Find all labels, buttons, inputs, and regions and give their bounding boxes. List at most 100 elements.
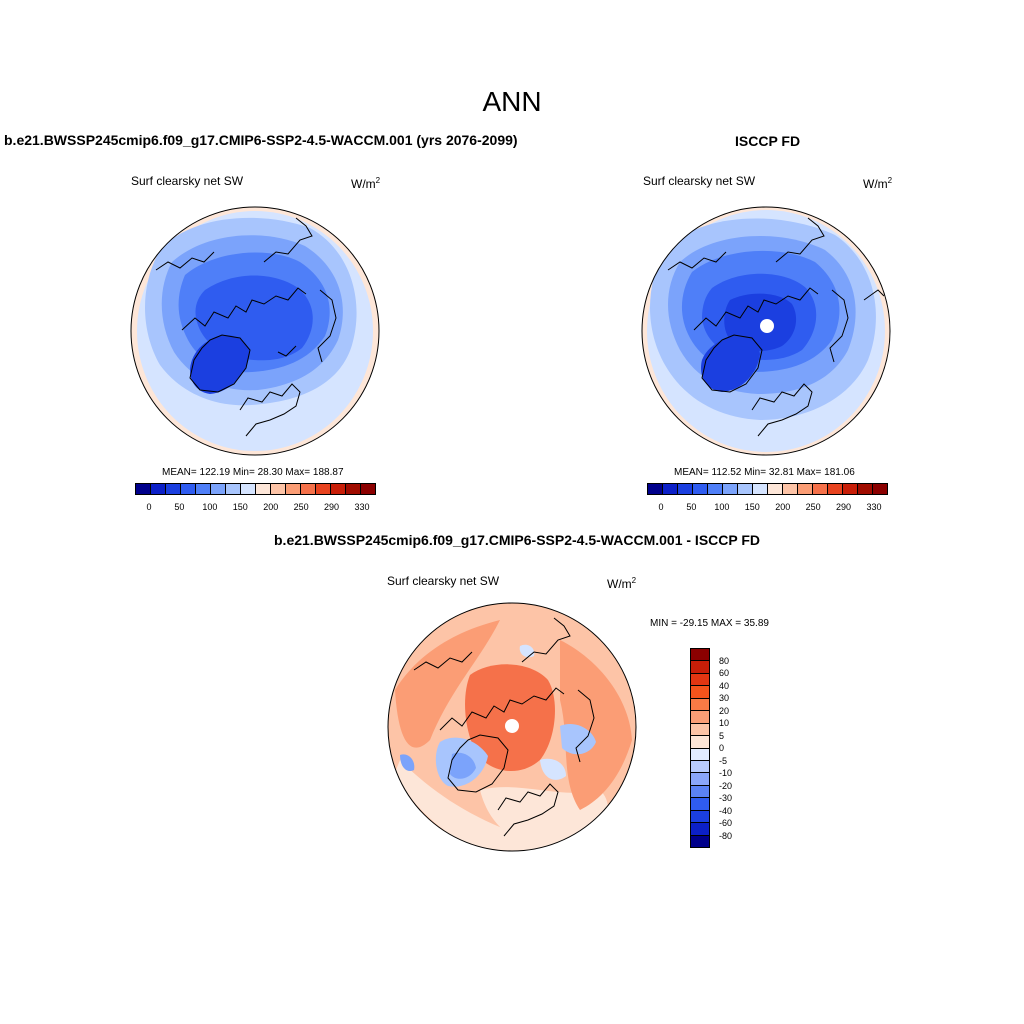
left-map-zone-d	[195, 275, 313, 361]
colorbar-tick-label: -60	[719, 818, 733, 828]
colorbar-tick-label: 40	[719, 680, 730, 691]
colorbar-swatch	[271, 484, 286, 494]
colorbar-swatch	[241, 484, 256, 494]
diff-panel-title: b.e21.BWSSP245cmip6.f09_g17.CMIP6-SSP2-4…	[274, 532, 761, 548]
colorbar-swatch	[648, 484, 663, 494]
colorbar-tick-label: -20	[719, 780, 733, 791]
left-map-zone-b	[161, 235, 343, 391]
colorbar-swatch	[723, 484, 738, 494]
colorbar-tick-label: 60	[719, 668, 730, 678]
colorbar-swatch	[166, 484, 181, 494]
diff-map-pale-south2	[480, 787, 608, 850]
left-coast-4	[263, 217, 313, 263]
left-map-ring-light	[137, 211, 373, 451]
colorbar-tick-label: 100	[714, 502, 730, 512]
colorbar-swatch	[691, 823, 709, 836]
right-colorbar	[647, 483, 888, 495]
colorbar-swatch	[753, 484, 768, 494]
right-map-ring-light	[647, 210, 885, 452]
right-map-zone-b	[668, 236, 856, 394]
diff-stats: MIN = -29.15 MAX = 35.89	[650, 618, 769, 629]
right-units-label: W/m2	[863, 176, 893, 191]
left-colorbar-labels: 0 50 100 150 200 250 290 330	[135, 502, 376, 514]
colorbar-swatch	[316, 484, 331, 494]
right-panel-title: ISCCP FD	[735, 133, 801, 149]
colorbar-swatch	[691, 835, 709, 847]
left-map-warm-patch	[131, 340, 162, 430]
diff-map-center	[465, 664, 555, 772]
colorbar-swatch	[691, 736, 709, 749]
colorbar-swatch	[196, 484, 211, 494]
colorbar-swatch	[873, 484, 887, 494]
left-map-ring-outer	[131, 207, 379, 455]
right-map-core	[724, 293, 797, 351]
colorbar-swatch	[256, 484, 271, 494]
left-variable-label: Surf clearsky net SW	[131, 174, 244, 188]
colorbar-swatch	[691, 798, 709, 811]
colorbar-swatch	[858, 484, 873, 494]
colorbar-swatch	[691, 773, 709, 786]
right-coast-3	[751, 383, 813, 437]
colorbar-swatch	[286, 484, 301, 494]
left-stats: MEAN= 122.19 Min= 28.30 Max= 188.87	[162, 467, 344, 478]
colorbar-swatch	[691, 711, 709, 724]
left-coast-5	[155, 251, 215, 271]
colorbar-swatch	[691, 748, 709, 761]
right-coast-5	[667, 251, 727, 271]
diff-map-blue-5	[400, 754, 415, 772]
left-coast-2	[189, 334, 251, 393]
colorbar-swatch	[708, 484, 723, 494]
colorbar-swatch	[691, 673, 709, 687]
colorbar-tick-label: 100	[202, 502, 218, 512]
diff-map-orange-west	[395, 620, 500, 748]
diff-map-blue-2	[450, 752, 476, 779]
colorbar-tick-label: 0	[719, 743, 725, 753]
figure-title: ANN	[482, 86, 542, 117]
diff-map-border	[387, 602, 637, 852]
diff-variable-label: Surf clearsky net SW	[387, 574, 500, 588]
diff-map-orange-east	[560, 640, 632, 810]
right-coast-2	[701, 334, 763, 393]
diff-colorbar	[690, 648, 710, 848]
diff-pole-hole	[505, 719, 519, 733]
colorbar-tick-label: 150	[744, 502, 760, 512]
diff-coast-1	[439, 687, 565, 731]
colorbar-tick-label: 0	[146, 502, 152, 512]
colorbar-swatch	[691, 760, 709, 774]
diff-coast-5	[413, 651, 473, 671]
colorbar-tick-label: -30	[719, 793, 733, 803]
right-coast-4	[775, 217, 825, 263]
colorbar-swatch	[691, 723, 709, 737]
colorbar-tick-label: -5	[719, 755, 728, 766]
colorbar-swatch	[691, 810, 709, 824]
colorbar-swatch	[783, 484, 798, 494]
right-variable-label: Surf clearsky net SW	[643, 174, 756, 188]
colorbar-tick-label: -10	[719, 768, 733, 778]
colorbar-swatch	[346, 484, 361, 494]
colorbar-tick-label: 150	[232, 502, 248, 512]
left-map-greenland	[190, 335, 250, 394]
right-map-zone-c	[681, 250, 840, 372]
colorbar-tick-label: 250	[805, 502, 821, 512]
right-map-greenland	[700, 336, 760, 392]
colorbar-tick-label: 330	[866, 502, 882, 512]
left-map-border	[130, 206, 380, 456]
diff-map-blue-4	[540, 758, 566, 780]
right-coast-7	[863, 289, 885, 301]
colorbar-tick-label: 0	[658, 502, 664, 512]
left-coast-6	[317, 289, 337, 363]
colorbar-swatch	[828, 484, 843, 494]
left-map-zone-a	[145, 217, 357, 406]
right-map-border	[641, 206, 891, 456]
colorbar-tick-label: -80	[719, 830, 733, 841]
diff-units-label: W/m2	[607, 576, 637, 591]
colorbar-tick-label: 50	[174, 502, 185, 512]
right-coast-6	[829, 289, 849, 363]
left-panel-title: b.e21.BWSSP245cmip6.f09_g17.CMIP6-SSP2-4…	[4, 132, 518, 148]
colorbar-tick-label: 30	[719, 693, 730, 703]
diff-coast-6	[575, 689, 595, 763]
colorbar-swatch	[151, 484, 166, 494]
diff-map-blue-6	[519, 644, 535, 658]
diff-coast-3	[497, 783, 559, 837]
colorbar-tick-label: 250	[293, 502, 309, 512]
